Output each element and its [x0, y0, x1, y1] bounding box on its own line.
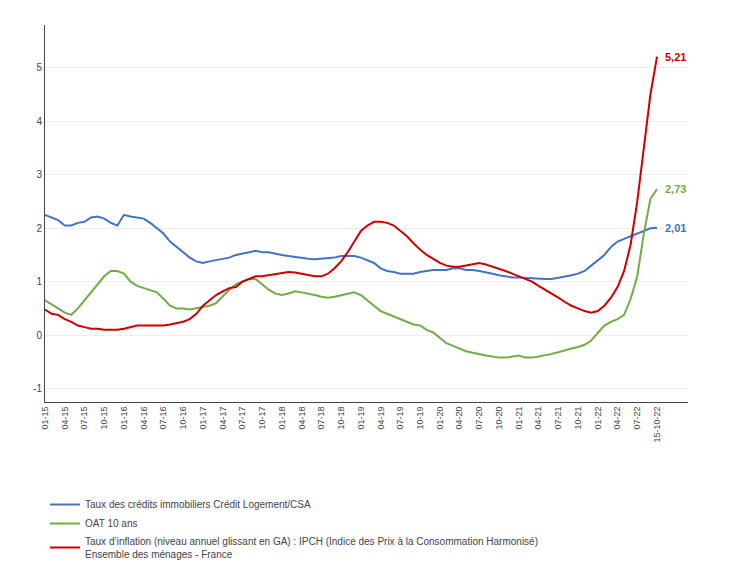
svg-text:04-20: 04-20	[455, 407, 465, 430]
svg-text:01-17: 01-17	[198, 407, 208, 430]
svg-text:04-19: 04-19	[376, 407, 386, 430]
svg-text:10-18: 10-18	[336, 407, 346, 430]
svg-text:5,21: 5,21	[665, 51, 686, 63]
svg-text:2: 2	[36, 223, 42, 234]
svg-text:01-18: 01-18	[277, 407, 287, 430]
svg-text:07-22: 07-22	[632, 407, 642, 430]
svg-text:07-21: 07-21	[553, 407, 563, 430]
svg-text:04-16: 04-16	[139, 407, 149, 430]
svg-text:07-18: 07-18	[316, 407, 326, 430]
svg-text:04-17: 04-17	[218, 407, 228, 430]
svg-text:OAT 10 ans: OAT 10 ans	[85, 518, 137, 529]
svg-text:Taux des crédits immobiliers C: Taux des crédits immobiliers Crédit Loge…	[85, 499, 311, 510]
svg-text:10-17: 10-17	[257, 407, 267, 430]
svg-text:01-21: 01-21	[514, 407, 524, 430]
svg-text:3: 3	[36, 169, 42, 180]
svg-text:10-21: 10-21	[573, 407, 583, 430]
svg-text:10-15: 10-15	[99, 407, 109, 430]
svg-text:01-22: 01-22	[593, 407, 603, 430]
svg-text:4: 4	[36, 116, 42, 127]
svg-text:04-15: 04-15	[60, 407, 70, 430]
svg-text:04-22: 04-22	[612, 407, 622, 430]
svg-text:-1: -1	[33, 383, 42, 394]
svg-text:15-10-22: 15-10-22	[652, 407, 662, 443]
svg-text:5: 5	[36, 62, 42, 73]
svg-text:0: 0	[36, 330, 42, 341]
svg-text:07-16: 07-16	[158, 407, 168, 430]
svg-text:04-18: 04-18	[297, 407, 307, 430]
svg-text:07-15: 07-15	[79, 407, 89, 430]
svg-text:04-21: 04-21	[533, 407, 543, 430]
svg-text:01-20: 01-20	[435, 407, 445, 430]
svg-text:2,01: 2,01	[665, 222, 686, 234]
svg-text:10-16: 10-16	[178, 407, 188, 430]
svg-text:2,73: 2,73	[665, 183, 686, 195]
svg-text:01-15: 01-15	[40, 407, 50, 430]
svg-text:01-16: 01-16	[119, 407, 129, 430]
svg-text:07-17: 07-17	[237, 407, 247, 430]
svg-text:07-20: 07-20	[474, 407, 484, 430]
svg-text:10-19: 10-19	[415, 407, 425, 430]
svg-text:07-19: 07-19	[395, 407, 405, 430]
svg-text:01-19: 01-19	[356, 407, 366, 430]
svg-text:1: 1	[36, 276, 42, 287]
svg-text:10-20: 10-20	[494, 407, 504, 430]
svg-text:Taux d’inflation (niveau annue: Taux d’inflation (niveau annuel glissant…	[85, 536, 538, 560]
